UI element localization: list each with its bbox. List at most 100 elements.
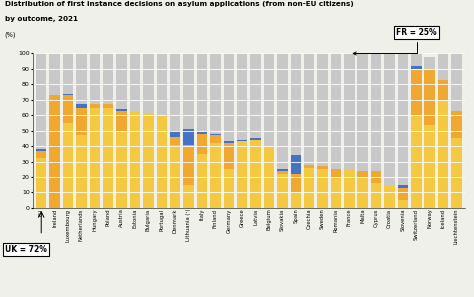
- Bar: [357, 171, 368, 177]
- Bar: [170, 131, 181, 137]
- Bar: [250, 53, 261, 138]
- Bar: [170, 53, 181, 131]
- Bar: [277, 53, 288, 169]
- Bar: [371, 171, 381, 183]
- Bar: [250, 140, 261, 208]
- Bar: [384, 185, 395, 208]
- Bar: [170, 145, 181, 208]
- Bar: [344, 169, 355, 208]
- Bar: [424, 56, 435, 70]
- Bar: [197, 132, 207, 134]
- Bar: [411, 66, 421, 69]
- Bar: [49, 53, 60, 95]
- Bar: [63, 95, 73, 123]
- Bar: [291, 192, 301, 208]
- Bar: [76, 105, 87, 108]
- Bar: [183, 145, 194, 185]
- Bar: [237, 141, 247, 208]
- Bar: [210, 135, 220, 143]
- Bar: [36, 53, 46, 149]
- Bar: [264, 53, 274, 146]
- Bar: [398, 200, 408, 208]
- Bar: [90, 105, 100, 108]
- Bar: [331, 53, 341, 169]
- Bar: [170, 137, 181, 145]
- Bar: [224, 53, 234, 141]
- Bar: [304, 53, 314, 165]
- Bar: [116, 131, 127, 208]
- Bar: [130, 53, 140, 110]
- Bar: [116, 53, 127, 109]
- Text: Distribution of first instance decisions on asylum applications (from non-EU cit: Distribution of first instance decisions…: [5, 1, 354, 7]
- Bar: [210, 134, 220, 135]
- Bar: [291, 174, 301, 192]
- Bar: [90, 53, 100, 105]
- Bar: [224, 141, 234, 143]
- Bar: [250, 138, 261, 140]
- Bar: [143, 53, 154, 114]
- Bar: [116, 110, 127, 131]
- Bar: [197, 53, 207, 132]
- Bar: [36, 151, 46, 159]
- Bar: [103, 105, 113, 108]
- Bar: [277, 171, 288, 174]
- Bar: [76, 135, 87, 208]
- Bar: [371, 183, 381, 208]
- Bar: [130, 110, 140, 208]
- Bar: [156, 53, 167, 115]
- Bar: [411, 53, 421, 66]
- Bar: [304, 168, 314, 208]
- Bar: [183, 185, 194, 208]
- Bar: [357, 177, 368, 208]
- Bar: [424, 124, 435, 208]
- Bar: [451, 138, 462, 208]
- Bar: [398, 185, 408, 188]
- Bar: [210, 53, 220, 134]
- Bar: [291, 155, 301, 174]
- Bar: [451, 110, 462, 138]
- Bar: [277, 174, 288, 208]
- Bar: [424, 70, 435, 124]
- Text: (%): (%): [5, 31, 16, 38]
- Bar: [411, 69, 421, 115]
- Bar: [197, 134, 207, 154]
- Bar: [76, 53, 87, 105]
- Bar: [398, 188, 408, 200]
- Text: FR = 25%: FR = 25%: [353, 28, 437, 55]
- Bar: [143, 114, 154, 208]
- Bar: [76, 108, 87, 135]
- Bar: [210, 143, 220, 208]
- Bar: [116, 109, 127, 110]
- Bar: [264, 146, 274, 208]
- Bar: [384, 53, 395, 185]
- Bar: [411, 115, 421, 208]
- Bar: [344, 53, 355, 169]
- Text: UK = 72%: UK = 72%: [5, 245, 46, 254]
- Bar: [291, 53, 301, 155]
- Bar: [438, 80, 448, 100]
- Bar: [49, 95, 60, 208]
- Bar: [317, 169, 328, 208]
- Bar: [90, 108, 100, 208]
- Bar: [371, 53, 381, 171]
- Bar: [197, 154, 207, 208]
- Bar: [36, 159, 46, 208]
- Bar: [103, 108, 113, 208]
- Bar: [156, 115, 167, 208]
- Bar: [183, 53, 194, 129]
- Bar: [224, 143, 234, 169]
- Bar: [331, 169, 341, 177]
- Text: by outcome, 2021: by outcome, 2021: [5, 16, 78, 22]
- Bar: [63, 123, 73, 208]
- Bar: [224, 169, 234, 208]
- Bar: [103, 53, 113, 105]
- Bar: [357, 53, 368, 171]
- Bar: [317, 166, 328, 169]
- Bar: [277, 169, 288, 171]
- Bar: [331, 177, 341, 208]
- Bar: [438, 100, 448, 208]
- Bar: [36, 149, 46, 151]
- Bar: [63, 94, 73, 95]
- Bar: [237, 140, 247, 141]
- Bar: [304, 165, 314, 168]
